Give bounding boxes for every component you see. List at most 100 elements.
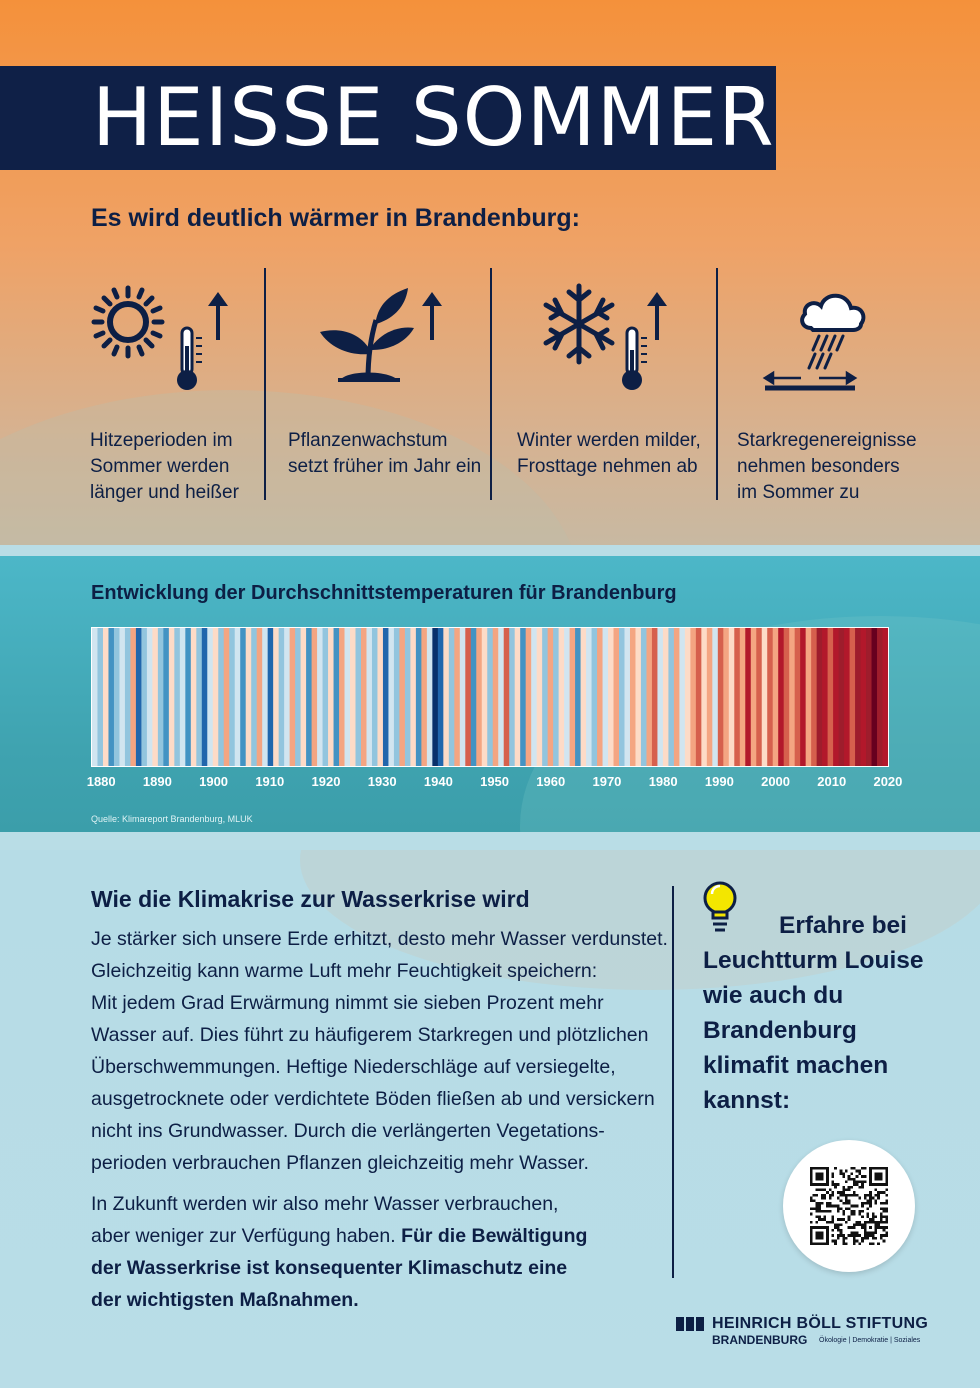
feature-plant-growth: Pflanzenwachstum setzt früher im Jahr ein — [288, 270, 482, 502]
temperature-stripe — [377, 628, 384, 766]
temperature-stripe — [717, 628, 724, 766]
temperature-stripe — [849, 628, 856, 766]
temperature-stripe — [300, 628, 307, 766]
feature-heavy-rain: Starkregenereignisse nehmen besonders im S… — [737, 270, 937, 503]
year-tick-label: 2010 — [817, 774, 847, 789]
temperature-stripe — [629, 628, 637, 766]
temperature-stripe — [185, 628, 192, 766]
logo-region: BRANDENBURG — [712, 1333, 808, 1347]
temperature-stripe — [575, 628, 582, 766]
temperature-stripe — [322, 628, 329, 766]
qr-code-icon[interactable] — [810, 1167, 888, 1245]
temperature-stripe — [470, 628, 477, 766]
temperature-stripe — [306, 628, 313, 766]
qr-code-badge[interactable] — [783, 1140, 915, 1272]
year-tick-label: 2020 — [873, 774, 903, 789]
temperature-stripe — [789, 628, 796, 766]
temperature-stripe — [196, 628, 203, 766]
temperature-stripe — [448, 628, 455, 766]
temperature-stripe — [207, 628, 214, 766]
column-divider — [672, 886, 674, 1278]
year-tick-label: 1940 — [423, 774, 453, 789]
year-tick-label: 1960 — [536, 774, 566, 789]
feature-text: Hitzeperioden im Sommer werden länger und … — [90, 430, 239, 503]
temperature-stripe — [190, 628, 197, 766]
temperature-stripe — [608, 628, 615, 766]
temperature-stripe — [355, 628, 362, 766]
temperature-stripe — [619, 628, 626, 766]
temperature-stripe — [673, 628, 680, 766]
year-tick-label: 1920 — [311, 774, 341, 789]
temperature-stripe — [135, 628, 143, 766]
temperature-stripe — [767, 628, 774, 766]
temperature-stripe — [794, 628, 801, 766]
temperature-stripe — [772, 628, 779, 766]
feature-text: Winter werden milder, Frosttage nehmen ab — [517, 430, 701, 477]
snowflake-thermometer-up-icon — [543, 283, 667, 390]
year-tick-label: 1880 — [86, 774, 116, 789]
temperature-stripe — [404, 628, 411, 766]
temperature-stripe — [855, 628, 862, 766]
feature-divider — [264, 268, 266, 500]
temperature-stripe — [328, 628, 335, 766]
temperature-stripe — [706, 628, 713, 766]
cta-text: Erfahre bei Leuchtturm Louise wie auch d… — [703, 912, 924, 1114]
temperature-stripe — [256, 628, 263, 766]
feature-divider — [716, 268, 718, 500]
water-heading: Wie die Klimakrise zur Wasserkrise wird — [91, 886, 530, 912]
temperature-stripe — [586, 628, 593, 766]
temperature-stripe — [684, 628, 691, 766]
temperature-stripe — [102, 628, 110, 766]
temperature-stripe — [437, 628, 444, 766]
temperature-stripe — [234, 628, 241, 766]
temperature-stripe — [267, 628, 274, 766]
temperature-stripe — [459, 628, 466, 766]
temperature-stripe — [262, 628, 269, 766]
temperature-stripe — [822, 628, 829, 766]
temperature-stripe — [701, 628, 708, 766]
temperature-stripe — [827, 628, 834, 766]
temperature-stripe — [487, 628, 494, 766]
temperature-stripe — [690, 628, 697, 766]
temperature-stripe — [92, 628, 99, 766]
page-title: HEISSE SOMMER — [92, 71, 775, 164]
title-bar — [0, 66, 776, 170]
temperature-stripe — [580, 628, 587, 766]
temperature-stripe — [382, 628, 390, 766]
feature-heat: Hitzeperioden im Sommer werden länger und … — [90, 270, 260, 503]
temperature-stripe — [569, 628, 576, 766]
temperature-stripe — [454, 628, 461, 766]
feature-text: Pflanzenwachstum setzt früher im Jahr ein — [288, 430, 482, 477]
temperature-stripe — [152, 628, 159, 766]
temperature-stripe — [157, 628, 164, 766]
temperature-stripe — [662, 628, 670, 766]
temperature-stripe — [882, 628, 888, 766]
temperature-stripe — [547, 628, 554, 766]
temperature-stripe — [240, 628, 247, 766]
temperature-stripe — [668, 628, 675, 766]
year-tick-label: 1910 — [255, 774, 285, 789]
temperature-stripe — [860, 628, 867, 766]
temperature-stripe — [421, 628, 428, 766]
logo-bars-icon — [676, 1317, 704, 1331]
temperature-stripe — [223, 628, 230, 766]
temperature-stripe — [712, 628, 719, 766]
temperature-stripe — [498, 628, 505, 766]
year-tick-label: 2000 — [761, 774, 791, 789]
temperature-stripe — [728, 628, 735, 766]
temperature-stripe — [273, 628, 280, 766]
temperature-stripe — [399, 628, 406, 766]
temperature-stripe — [624, 628, 631, 766]
temperature-stripe — [366, 628, 373, 766]
temperature-stripe — [311, 628, 318, 766]
temperature-stripe — [344, 628, 351, 766]
feature-text: Starkregenereignisse nehmen besonders im S… — [737, 430, 917, 503]
temperature-stripes-section: Entwicklung der Durchschnittstemperature… — [0, 556, 980, 832]
temperature-stripe — [525, 628, 532, 766]
foundation-logo: HEINRICH BÖLL STIFTUNG BRANDENBURG Ökolo… — [676, 1312, 936, 1352]
year-tick-label: 1990 — [704, 774, 734, 789]
temperature-stripe — [805, 628, 812, 766]
temperature-stripe — [492, 628, 499, 766]
temperature-stripe — [514, 628, 521, 766]
temperature-stripe — [816, 628, 823, 766]
